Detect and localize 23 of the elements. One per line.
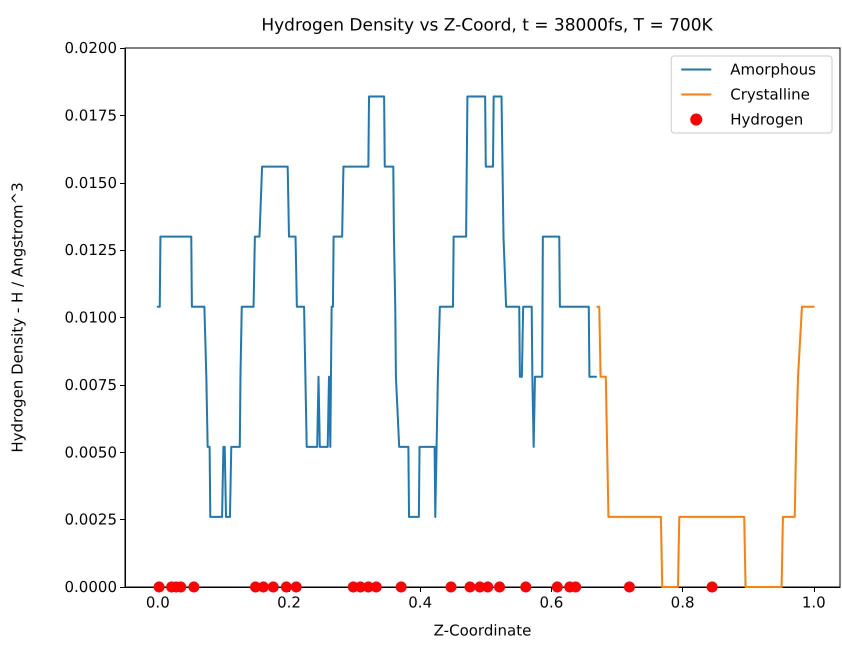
legend-label: Amorphous: [730, 60, 816, 78]
x-axis-title: Z-Coordinate: [434, 622, 532, 640]
chart-title: Hydrogen Density vs Z-Coord, t = 38000fs, T = 700K: [261, 16, 714, 36]
y-tick-label: 0.0075: [64, 376, 117, 394]
x-tick-label: 1.0: [802, 594, 826, 612]
y-tick-label: 0.0000: [64, 578, 117, 596]
x-tick-label: 0.8: [670, 594, 694, 612]
y-axis-title: Hydrogen Density - H / Angstrom^3: [8, 182, 26, 453]
x-tick-label: 0.2: [277, 594, 301, 612]
y-tick-label: 0.0125: [64, 241, 117, 260]
legend-label: Crystalline: [730, 86, 810, 104]
y-tick-label: 0.0175: [64, 106, 117, 124]
y-tick-label: 0.0150: [64, 174, 117, 192]
x-tick-label: 0.0: [146, 594, 170, 612]
line-series: [156, 96, 597, 518]
y-tick-label: 0.0025: [64, 510, 117, 529]
x-tick-label: 0.6: [539, 594, 564, 612]
line-series: [596, 306, 815, 588]
y-tick-label: 0.0050: [64, 443, 117, 462]
y-tick-label: 0.0100: [64, 308, 117, 326]
legend-label: Hydrogen: [730, 110, 804, 128]
y-tick-label: 0.0200: [64, 39, 117, 57]
x-tick-label: 0.4: [408, 594, 432, 612]
